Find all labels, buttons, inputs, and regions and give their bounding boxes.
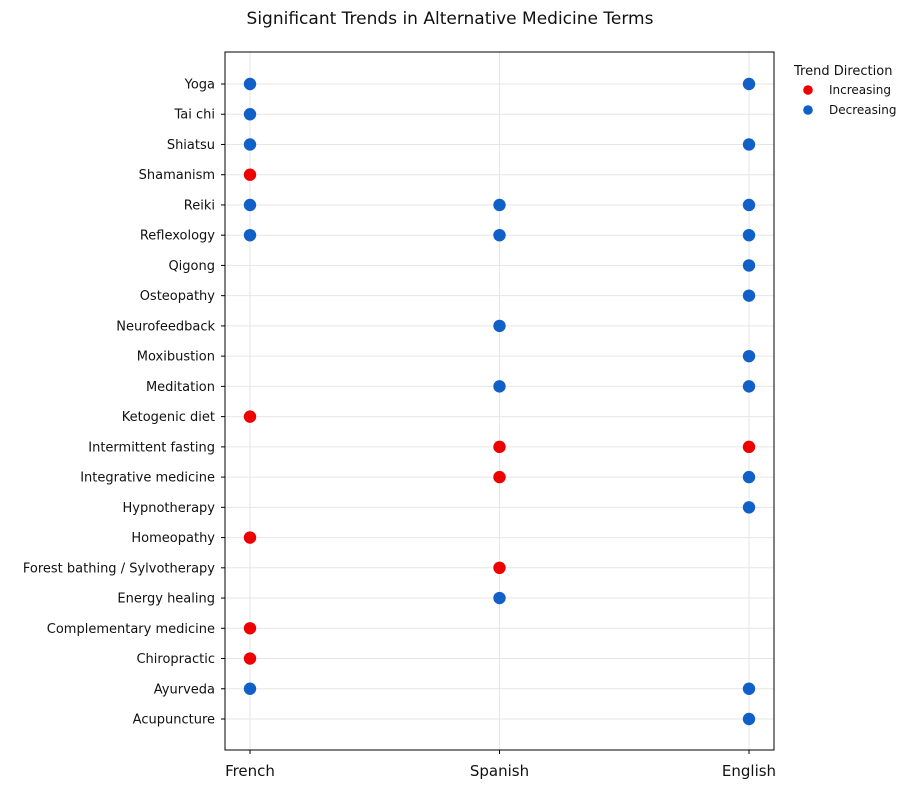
y-tick-label-ayurveda: Ayurveda <box>154 682 215 697</box>
point-reflexology-french <box>243 228 257 242</box>
point-shiatsu-french <box>243 138 257 151</box>
point-shamanism-french <box>243 168 257 181</box>
point-integrative-medicine-spanish <box>493 470 506 484</box>
point-reiki-french <box>243 198 257 212</box>
point-homeopathy-french <box>243 531 257 544</box>
point-complementary-medicine-french <box>243 622 257 635</box>
point-ayurveda-english <box>742 682 756 695</box>
point-meditation-spanish <box>493 380 506 393</box>
chart-title: Significant Trends in Alternative Medici… <box>247 9 654 29</box>
legend-marker-increasing <box>803 85 813 95</box>
y-axis-ticks: Yoga Tai chi Shiatsu Shamanism Reiki Reflexol… <box>23 78 225 728</box>
point-reiki-spanish <box>493 198 506 212</box>
y-tick-label-hypnotherapy: Hypnotherapy <box>122 501 215 516</box>
x-axis-ticks: French Spanish English <box>225 750 776 780</box>
point-shiatsu-english <box>742 138 756 151</box>
point-moxibustion-english <box>742 349 756 363</box>
point-chiropractic-french <box>243 652 257 665</box>
legend-label-decreasing: Decreasing <box>829 103 896 117</box>
y-tick-label-yoga: Yoga <box>184 78 215 93</box>
x-tick-label-french: French <box>225 762 275 780</box>
point-yoga-english <box>742 77 756 91</box>
point-qigong-english <box>742 259 756 272</box>
point-osteopathy-english <box>742 289 756 302</box>
y-tick-label-acupuncture: Acupuncture <box>133 713 215 728</box>
points-layer <box>243 77 756 726</box>
y-tick-label-reiki: Reiki <box>184 198 215 213</box>
point-reiki-english <box>742 198 756 212</box>
y-tick-label-homeopathy: Homeopathy <box>131 531 215 546</box>
point-ketogenic-diet-french <box>243 410 257 423</box>
y-tick-label-energy-healing: Energy healing <box>117 592 215 607</box>
x-tick-label-english: English <box>722 762 776 780</box>
point-forest-bathing-sylvotherapy-spanish <box>493 561 506 575</box>
point-intermittent-fasting-spanish <box>493 440 506 454</box>
point-meditation-english <box>742 380 756 393</box>
y-tick-label-integrative-medicine: Integrative medicine <box>80 471 215 486</box>
y-tick-label-osteopathy: Osteopathy <box>140 289 216 304</box>
point-yoga-french <box>243 77 257 91</box>
point-reflexology-spanish <box>493 228 506 242</box>
grid-layer <box>225 52 774 750</box>
point-intermittent-fasting-english <box>742 440 756 454</box>
y-tick-label-forest-bathing-sylvotherapy: Forest bathing / Sylvotherapy <box>23 561 215 576</box>
y-tick-label-tai-chi: Tai chi <box>174 108 216 123</box>
y-tick-label-neurofeedback: Neurofeedback <box>116 319 215 334</box>
point-integrative-medicine-english <box>742 470 756 484</box>
y-tick-label-shiatsu: Shiatsu <box>167 138 215 153</box>
y-tick-label-qigong: Qigong <box>168 259 215 274</box>
y-tick-label-moxibustion: Moxibustion <box>137 350 215 365</box>
legend-marker-decreasing <box>803 105 813 115</box>
y-tick-label-meditation: Meditation <box>146 380 215 395</box>
y-tick-label-complementary-medicine: Complementary medicine <box>47 622 215 637</box>
point-hypnotherapy-english <box>742 501 756 514</box>
y-tick-label-shamanism: Shamanism <box>139 168 215 183</box>
point-reflexology-english <box>742 228 756 242</box>
y-tick-label-ketogenic-diet: Ketogenic diet <box>122 410 215 425</box>
point-ayurveda-french <box>243 682 257 695</box>
point-acupuncture-english <box>742 712 756 726</box>
legend-title: Trend Direction <box>793 64 892 79</box>
y-tick-label-intermittent-fasting: Intermittent fasting <box>88 440 215 455</box>
point-neurofeedback-spanish <box>493 319 506 333</box>
y-tick-label-reflexology: Reflexology <box>140 229 215 244</box>
plot-frame <box>224 51 775 751</box>
x-tick-label-spanish: Spanish <box>470 762 529 780</box>
legend: Trend Direction Increasing Decreasing <box>793 64 896 117</box>
legend-label-increasing: Increasing <box>829 83 891 97</box>
point-tai-chi-french <box>243 108 257 121</box>
legend-entries: Increasing Decreasing <box>803 83 896 117</box>
point-energy-healing-spanish <box>493 591 506 605</box>
y-tick-label-chiropractic: Chiropractic <box>136 652 215 667</box>
